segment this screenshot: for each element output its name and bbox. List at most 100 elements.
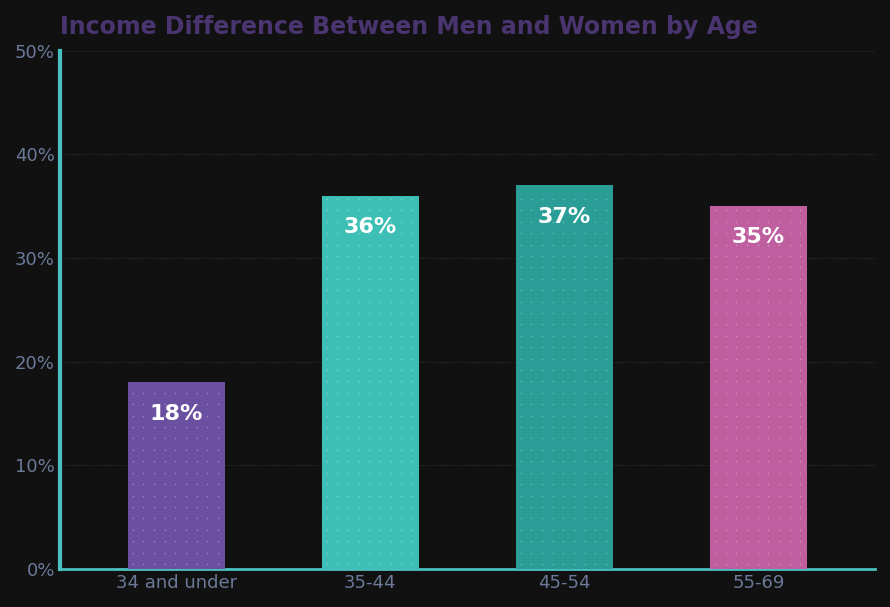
Point [567, 194, 581, 204]
Point [556, 331, 570, 341]
Point [352, 376, 366, 386]
Point [320, 331, 334, 341]
Point [718, 240, 732, 249]
Point [740, 525, 754, 535]
Point [373, 206, 387, 215]
Point [330, 354, 344, 364]
Point [708, 480, 722, 489]
Point [373, 308, 387, 318]
Point [352, 206, 366, 215]
Point [546, 502, 560, 512]
Point [352, 194, 366, 204]
Point [708, 456, 722, 466]
Point [341, 297, 355, 307]
Point [535, 490, 549, 500]
Point [200, 502, 214, 512]
Point [772, 285, 786, 295]
Point [147, 468, 161, 478]
Point [384, 502, 398, 512]
Point [567, 342, 581, 352]
Point [524, 274, 538, 283]
Point [394, 537, 409, 546]
Point [782, 376, 797, 386]
Point [211, 548, 225, 557]
Point [793, 468, 807, 478]
Point [782, 411, 797, 421]
Point [384, 399, 398, 409]
Point [384, 194, 398, 204]
Point [556, 559, 570, 569]
Point [772, 480, 786, 489]
Point [362, 263, 376, 273]
Point [524, 285, 538, 295]
Point [514, 468, 528, 478]
Point [405, 274, 419, 283]
Point [125, 502, 140, 512]
Point [320, 194, 334, 204]
Point [546, 331, 560, 341]
Point [588, 433, 603, 443]
Point [718, 365, 732, 375]
Point [708, 514, 722, 523]
Point [578, 331, 592, 341]
Point [211, 399, 225, 409]
Point [514, 342, 528, 352]
Point [200, 548, 214, 557]
Point [362, 502, 376, 512]
Point [514, 388, 528, 398]
Point [320, 433, 334, 443]
Point [179, 502, 193, 512]
Point [514, 456, 528, 466]
Point [341, 433, 355, 443]
Point [362, 388, 376, 398]
Point [405, 456, 419, 466]
Point [330, 456, 344, 466]
Point [394, 285, 409, 295]
Point [330, 263, 344, 273]
Point [394, 445, 409, 455]
Point [394, 480, 409, 489]
Point [761, 411, 775, 421]
Point [782, 206, 797, 215]
Point [362, 365, 376, 375]
Point [373, 422, 387, 432]
Point [158, 445, 172, 455]
Point [373, 365, 387, 375]
Point [211, 433, 225, 443]
Point [179, 514, 193, 523]
Point [588, 297, 603, 307]
Point [405, 308, 419, 318]
Point [394, 422, 409, 432]
Point [535, 228, 549, 238]
Point [405, 217, 419, 226]
Point [718, 308, 732, 318]
Point [740, 445, 754, 455]
Point [405, 376, 419, 386]
Point [546, 297, 560, 307]
Point [384, 354, 398, 364]
Point [535, 456, 549, 466]
Point [330, 388, 344, 398]
Point [373, 319, 387, 329]
Point [136, 537, 150, 546]
Point [708, 342, 722, 352]
Point [599, 490, 613, 500]
Point [546, 399, 560, 409]
Point [524, 399, 538, 409]
Point [578, 411, 592, 421]
Point [200, 433, 214, 443]
Point [546, 240, 560, 249]
Point [535, 537, 549, 546]
Point [567, 468, 581, 478]
Point [179, 445, 193, 455]
Point [567, 206, 581, 215]
Point [405, 445, 419, 455]
Point [578, 514, 592, 523]
Point [599, 228, 613, 238]
Point [394, 502, 409, 512]
Point [729, 537, 743, 546]
Point [750, 319, 765, 329]
Point [524, 388, 538, 398]
Point [514, 376, 528, 386]
Point [147, 480, 161, 489]
